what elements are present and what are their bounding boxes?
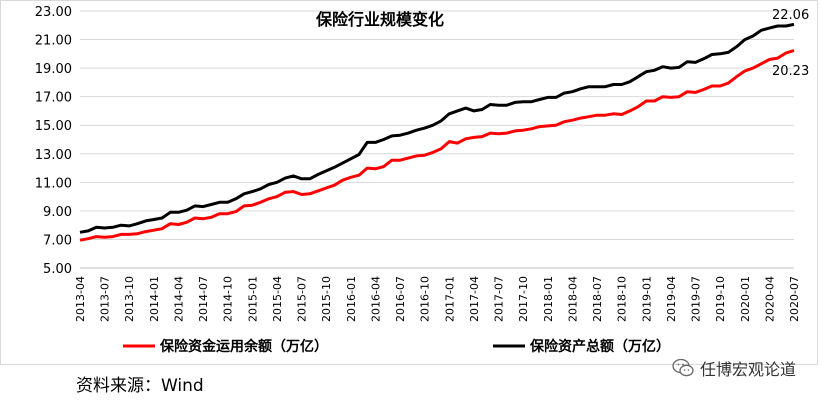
series-line-asset-total (79, 22, 795, 234)
x-tick-label: 2013-07 (99, 276, 112, 322)
x-tick-label: 2014-10 (222, 276, 235, 322)
x-tick-label: 2014-01 (148, 276, 161, 322)
x-tick-label: 2018-01 (542, 276, 555, 322)
y-tick-label: 13.00 (35, 148, 72, 163)
y-tick-label: 15.00 (35, 119, 72, 134)
x-tick-label: 2018-04 (566, 276, 579, 322)
legend-label-fund-balance: 保险资金运用余额（万亿） (159, 338, 328, 355)
x-tick-label: 2016-10 (419, 276, 432, 322)
x-tick-label: 2020-01 (739, 276, 752, 322)
x-tick-label: 2015-07 (296, 276, 309, 322)
y-tick-label: 7.00 (43, 233, 72, 248)
x-tick-label: 2015-04 (271, 276, 284, 322)
y-tick-label: 5.00 (43, 262, 72, 277)
x-tick-label: 2018-10 (616, 276, 629, 322)
y-axis-ticks: 5.00 7.00 9.00 11.00 13.00 15.00 17.00 19.00 21.… (35, 5, 72, 277)
series-line-fund-balance (79, 49, 795, 242)
x-tick-label: 2014-04 (172, 276, 185, 322)
x-tick-label: 2020-04 (763, 276, 776, 322)
end-label-asset-total: 22.06 (772, 8, 809, 23)
x-axis-ticks: 2013-04 2013-07 2013-10 2014-01 2014-04 2014-… (74, 276, 801, 322)
x-tick-label: 2017-10 (517, 276, 530, 322)
wechat-icon (672, 358, 694, 377)
y-tick-label: 21.00 (35, 34, 72, 49)
x-tick-label: 2017-04 (468, 276, 481, 322)
x-tick-label: 2015-01 (246, 276, 259, 322)
x-tick-label: 2020-07 (788, 276, 801, 322)
y-tick-label: 17.00 (35, 91, 72, 106)
chart-svg: 5.00 7.00 9.00 11.00 13.00 15.00 17.00 19.00 21.… (35, 5, 809, 355)
x-tick-label: 2016-07 (394, 276, 407, 322)
chart-title: 保险行业规模变化 (315, 10, 444, 29)
source-note: 资料来源：Wind (76, 376, 204, 396)
legend-label-asset-total: 保险资产总额（万亿） (529, 338, 670, 355)
x-tick-label: 2015-10 (320, 276, 333, 322)
x-tick-label: 2016-04 (369, 276, 382, 322)
x-tick-label: 2019-10 (714, 276, 727, 322)
grid-lines (80, 10, 794, 269)
brand-name: 任博宏观论道 (699, 360, 796, 379)
y-tick-label: 19.00 (35, 62, 72, 77)
x-tick-label: 2016-01 (345, 276, 358, 322)
x-tick-label: 2019-04 (665, 276, 678, 322)
x-tick-label: 2019-07 (690, 276, 703, 322)
legend: 保险资金运用余额（万亿） 保险资产总额（万亿） (123, 338, 670, 355)
x-tick-label: 2013-10 (123, 276, 136, 322)
x-tick-label: 2014-07 (197, 276, 210, 322)
y-tick-label: 23.00 (35, 5, 72, 20)
y-tick-label: 9.00 (43, 205, 72, 220)
end-label-fund-balance: 20.23 (772, 64, 809, 79)
x-tick-label: 2013-04 (74, 276, 87, 322)
y-tick-label: 11.00 (35, 176, 72, 191)
x-tick-label: 2019-01 (640, 276, 653, 322)
x-tick-label: 2018-07 (591, 276, 604, 322)
x-tick-label: 2017-07 (493, 276, 506, 322)
x-tick-label: 2017-01 (443, 276, 456, 322)
series-lines (79, 22, 795, 242)
brand-watermark: 任博宏观论道 (672, 356, 796, 380)
